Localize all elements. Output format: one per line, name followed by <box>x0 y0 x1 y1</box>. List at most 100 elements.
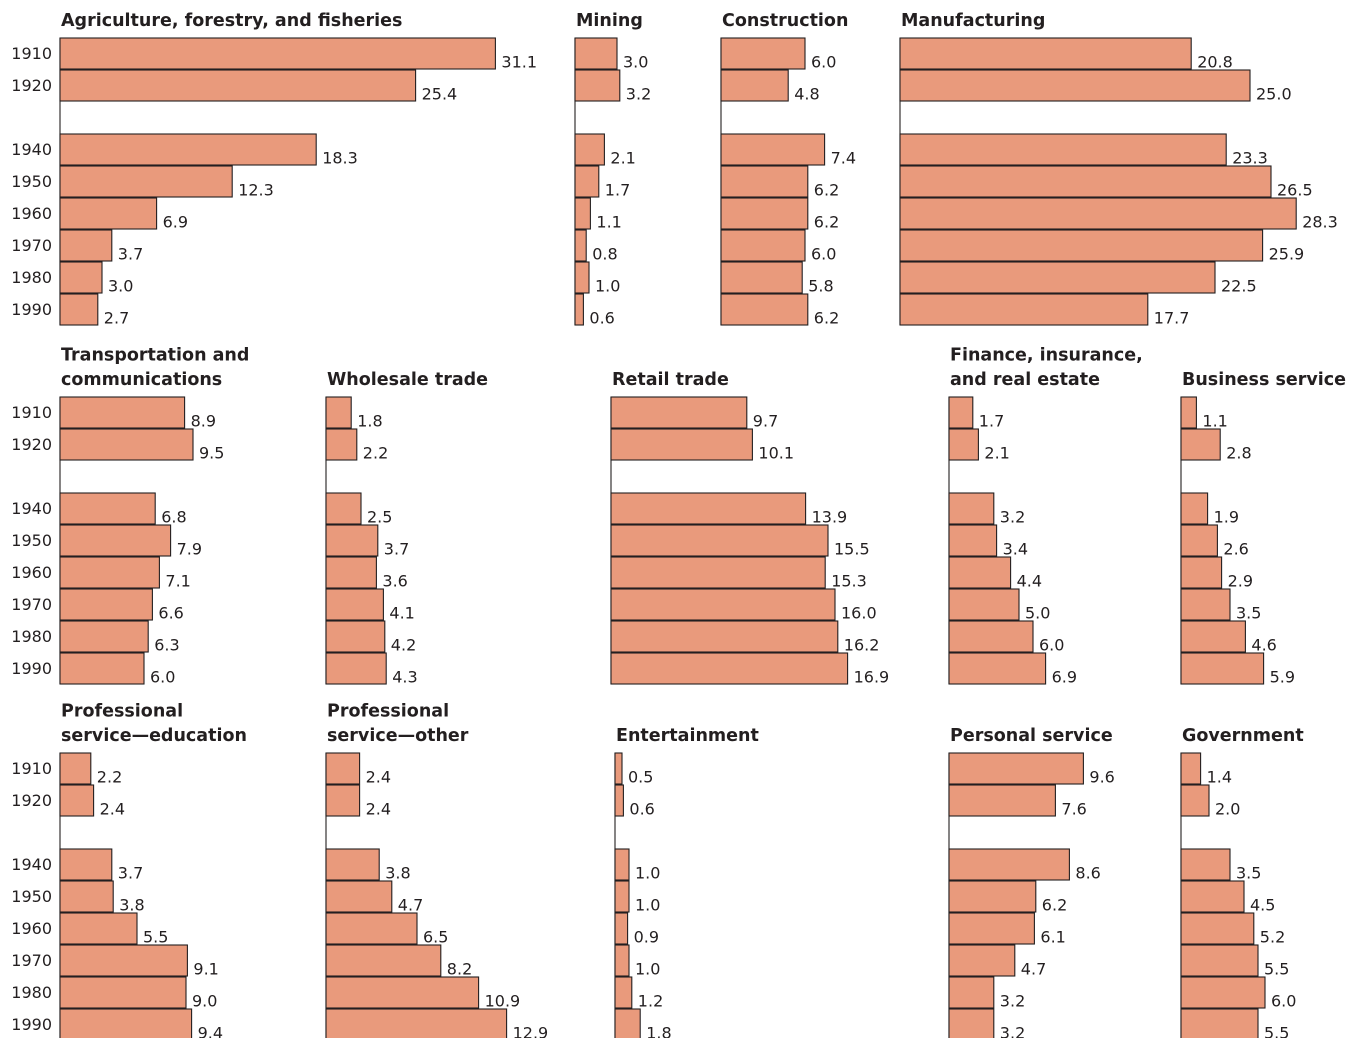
year-label-1970: 1970 <box>11 236 52 255</box>
panel-1: Mining 3.0 3.2 2.1 1.7 1.1 0.8 1.0 0.6 <box>574 11 651 328</box>
value-label-1910: 1.4 <box>1207 768 1232 787</box>
value-label-1960: 2.9 <box>1228 572 1253 591</box>
bar-1950 <box>1180 524 1218 557</box>
bar-1940 <box>948 848 1070 881</box>
panel-title: Professional <box>327 702 449 722</box>
panel-title: communications <box>61 370 222 390</box>
bar-1910 <box>574 37 618 70</box>
bar-1980 <box>610 620 839 653</box>
value-label-1990: 16.9 <box>854 668 890 687</box>
value-label-1910: 31.1 <box>501 53 537 72</box>
year-label-1960: 1960 <box>11 563 52 582</box>
value-label-1990: 6.9 <box>1052 668 1077 687</box>
bar-1980 <box>59 620 149 653</box>
value-label-1910: 1.7 <box>979 412 1004 431</box>
panel-3: Manufacturing 20.8 25.0 23.3 26.5 28.3 25.9 22.… <box>899 11 1338 328</box>
year-label-1940: 1940 <box>11 855 52 874</box>
value-label-1910: 8.9 <box>191 412 216 431</box>
value-label-1920: 4.8 <box>794 85 819 104</box>
value-label-1990: 6.2 <box>814 309 839 328</box>
bar-1980 <box>59 976 187 1009</box>
value-label-1990: 6.0 <box>150 668 175 687</box>
bar-1990 <box>614 1008 641 1038</box>
value-label-1960: 1.1 <box>596 213 621 232</box>
panel-title: service—other <box>327 726 469 746</box>
value-label-1950: 3.4 <box>1003 540 1028 559</box>
value-label-1960: 15.3 <box>831 572 867 591</box>
bar-1920 <box>614 784 624 817</box>
bar-1920 <box>325 428 358 461</box>
value-label-1940: 3.8 <box>385 864 410 883</box>
bar-1940 <box>325 492 362 525</box>
value-label-1960: 6.2 <box>814 213 839 232</box>
panel-title: Wholesale trade <box>327 370 488 390</box>
bar-1940 <box>59 848 113 881</box>
value-label-1920: 10.1 <box>758 444 794 463</box>
year-label-1960: 1960 <box>11 919 52 938</box>
bar-1940 <box>720 133 826 166</box>
bar-1970 <box>720 229 806 262</box>
value-label-1980: 1.0 <box>595 277 620 296</box>
bar-1950 <box>574 165 600 198</box>
value-label-1960: 6.1 <box>1040 928 1065 947</box>
bar-1970 <box>1180 588 1231 621</box>
value-label-1990: 17.7 <box>1154 309 1190 328</box>
bar-1920 <box>610 428 753 461</box>
value-label-1920: 2.8 <box>1226 444 1251 463</box>
bar-1940 <box>59 492 156 525</box>
bar-1940 <box>1180 848 1231 881</box>
bar-1950 <box>59 524 172 557</box>
bar-1920 <box>574 69 621 102</box>
panel-0: Agriculture, forestry, and fisheries 31.1… <box>59 11 537 328</box>
value-label-1950: 4.7 <box>398 896 423 915</box>
value-label-1990: 9.4 <box>198 1024 223 1038</box>
value-label-1940: 1.0 <box>635 864 660 883</box>
bar-1960 <box>325 556 377 589</box>
bar-1980 <box>948 976 995 1009</box>
value-label-1960: 5.2 <box>1260 928 1285 947</box>
bar-1990 <box>59 1008 193 1038</box>
panel-title: and real estate <box>950 370 1100 390</box>
value-label-1970: 16.0 <box>841 604 877 623</box>
value-label-1970: 4.1 <box>389 604 414 623</box>
bar-1940 <box>1180 492 1209 525</box>
panel-title: Agriculture, forestry, and fisheries <box>61 11 402 31</box>
value-label-1910: 2.4 <box>366 768 391 787</box>
bar-1960 <box>1180 912 1255 945</box>
bar-1990 <box>720 293 809 326</box>
value-label-1920: 25.4 <box>422 85 458 104</box>
bar-1990 <box>899 293 1149 326</box>
value-label-1910: 9.6 <box>1089 768 1114 787</box>
bar-1910 <box>325 752 361 785</box>
value-label-1970: 6.0 <box>811 245 836 264</box>
value-label-1960: 28.3 <box>1302 213 1338 232</box>
bar-1960 <box>325 912 418 945</box>
bar-1910 <box>59 396 186 429</box>
bar-1960 <box>59 197 158 230</box>
value-label-1950: 12.3 <box>238 181 274 200</box>
bar-1970 <box>325 588 384 621</box>
bar-1920 <box>1180 784 1210 817</box>
bar-1960 <box>1180 556 1223 589</box>
value-label-1950: 1.0 <box>635 896 660 915</box>
bar-1940 <box>59 133 317 166</box>
bar-1980 <box>59 261 103 294</box>
value-label-1920: 0.6 <box>629 800 654 819</box>
value-label-1920: 2.4 <box>366 800 391 819</box>
year-label-1980: 1980 <box>11 983 52 1002</box>
bar-1980 <box>1180 976 1266 1009</box>
value-label-1980: 10.9 <box>485 992 521 1011</box>
value-label-1980: 22.5 <box>1221 277 1257 296</box>
value-label-1960: 6.5 <box>423 928 448 947</box>
value-label-1940: 18.3 <box>322 149 358 168</box>
year-label-1990: 1990 <box>11 659 52 678</box>
bar-1910 <box>59 752 92 785</box>
value-label-1940: 3.7 <box>118 864 143 883</box>
bar-1970 <box>325 944 442 977</box>
value-label-1950: 7.9 <box>177 540 202 559</box>
bar-1950 <box>948 524 998 557</box>
value-label-1920: 2.0 <box>1215 800 1240 819</box>
value-label-1950: 6.2 <box>1042 896 1067 915</box>
value-label-1980: 3.2 <box>1000 992 1025 1011</box>
bar-1970 <box>59 944 188 977</box>
